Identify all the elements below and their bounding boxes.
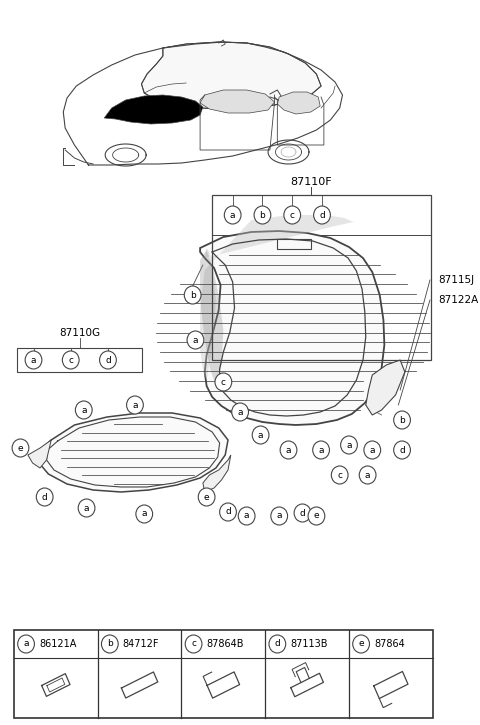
Text: 84712F: 84712F <box>123 639 159 649</box>
Circle shape <box>101 635 118 653</box>
Circle shape <box>78 499 95 517</box>
Text: c: c <box>290 210 295 220</box>
Circle shape <box>294 504 311 522</box>
Circle shape <box>312 441 329 459</box>
Text: a: a <box>276 512 282 521</box>
Bar <box>14 630 433 718</box>
Circle shape <box>271 507 288 525</box>
Text: c: c <box>68 355 73 365</box>
Circle shape <box>269 635 286 653</box>
Text: c: c <box>191 639 196 648</box>
Circle shape <box>232 403 249 421</box>
Text: c: c <box>221 378 226 386</box>
Text: a: a <box>346 441 352 450</box>
Text: d: d <box>275 639 280 648</box>
Text: a: a <box>286 445 291 455</box>
Circle shape <box>36 488 53 506</box>
Circle shape <box>313 206 330 224</box>
Circle shape <box>353 635 370 653</box>
Circle shape <box>252 426 269 444</box>
Circle shape <box>62 351 79 369</box>
Polygon shape <box>277 92 320 114</box>
Text: e: e <box>204 492 209 502</box>
Polygon shape <box>200 215 354 380</box>
Text: a: a <box>31 355 36 365</box>
Bar <box>212 195 431 360</box>
Polygon shape <box>366 360 405 415</box>
Text: d: d <box>300 508 305 518</box>
Circle shape <box>215 373 232 391</box>
Text: a: a <box>142 510 147 518</box>
Text: d: d <box>399 445 405 455</box>
Text: b: b <box>399 415 405 425</box>
Text: a: a <box>370 445 375 455</box>
Text: 87115J: 87115J <box>438 275 474 285</box>
Text: a: a <box>365 471 371 479</box>
Circle shape <box>25 351 42 369</box>
Polygon shape <box>200 90 275 113</box>
Circle shape <box>280 441 297 459</box>
Polygon shape <box>142 42 321 109</box>
Text: 50899A: 50899A <box>267 255 310 265</box>
Text: 87864: 87864 <box>374 639 405 649</box>
Text: a: a <box>24 639 29 648</box>
Text: b: b <box>190 291 195 299</box>
Circle shape <box>136 505 153 523</box>
Text: c: c <box>337 471 342 479</box>
Text: 87122A: 87122A <box>438 295 479 305</box>
Text: b: b <box>107 639 113 648</box>
Text: e: e <box>18 444 24 452</box>
Text: a: a <box>258 431 264 439</box>
Circle shape <box>75 401 92 419</box>
Bar <box>17 348 143 372</box>
Circle shape <box>238 507 255 525</box>
Circle shape <box>99 351 116 369</box>
Text: 87110F: 87110F <box>290 177 331 187</box>
Circle shape <box>364 441 381 459</box>
Circle shape <box>394 411 410 429</box>
Circle shape <box>224 206 241 224</box>
Polygon shape <box>203 455 231 492</box>
Text: a: a <box>318 445 324 455</box>
Bar <box>277 239 311 249</box>
Text: a: a <box>244 512 250 521</box>
Polygon shape <box>200 250 223 385</box>
Text: a: a <box>132 400 138 410</box>
Circle shape <box>394 441 410 459</box>
Text: 87864B: 87864B <box>206 639 244 649</box>
Text: b: b <box>260 210 265 220</box>
Circle shape <box>12 439 29 457</box>
Text: a: a <box>81 405 86 415</box>
Text: d: d <box>225 507 231 516</box>
Circle shape <box>220 503 236 521</box>
Circle shape <box>308 507 325 525</box>
Circle shape <box>198 488 215 506</box>
Circle shape <box>341 436 358 454</box>
Text: a: a <box>238 407 243 416</box>
Polygon shape <box>28 440 51 468</box>
Text: 87113B: 87113B <box>290 639 328 649</box>
Circle shape <box>185 635 202 653</box>
Text: 87110G: 87110G <box>59 328 100 338</box>
Text: 86121A: 86121A <box>39 639 76 649</box>
Text: e: e <box>358 639 364 648</box>
Text: a: a <box>192 336 198 344</box>
Circle shape <box>187 331 204 349</box>
Circle shape <box>127 396 144 414</box>
Text: a: a <box>84 503 89 513</box>
Circle shape <box>331 466 348 484</box>
Text: e: e <box>313 512 319 521</box>
Text: a: a <box>230 210 235 220</box>
Circle shape <box>184 286 201 304</box>
Circle shape <box>359 466 376 484</box>
Circle shape <box>284 206 300 224</box>
Text: d: d <box>319 210 325 220</box>
Polygon shape <box>104 95 203 124</box>
Circle shape <box>254 206 271 224</box>
Polygon shape <box>39 413 228 492</box>
Text: d: d <box>42 492 48 502</box>
Polygon shape <box>200 231 384 425</box>
Circle shape <box>18 635 35 653</box>
Text: d: d <box>105 355 111 365</box>
